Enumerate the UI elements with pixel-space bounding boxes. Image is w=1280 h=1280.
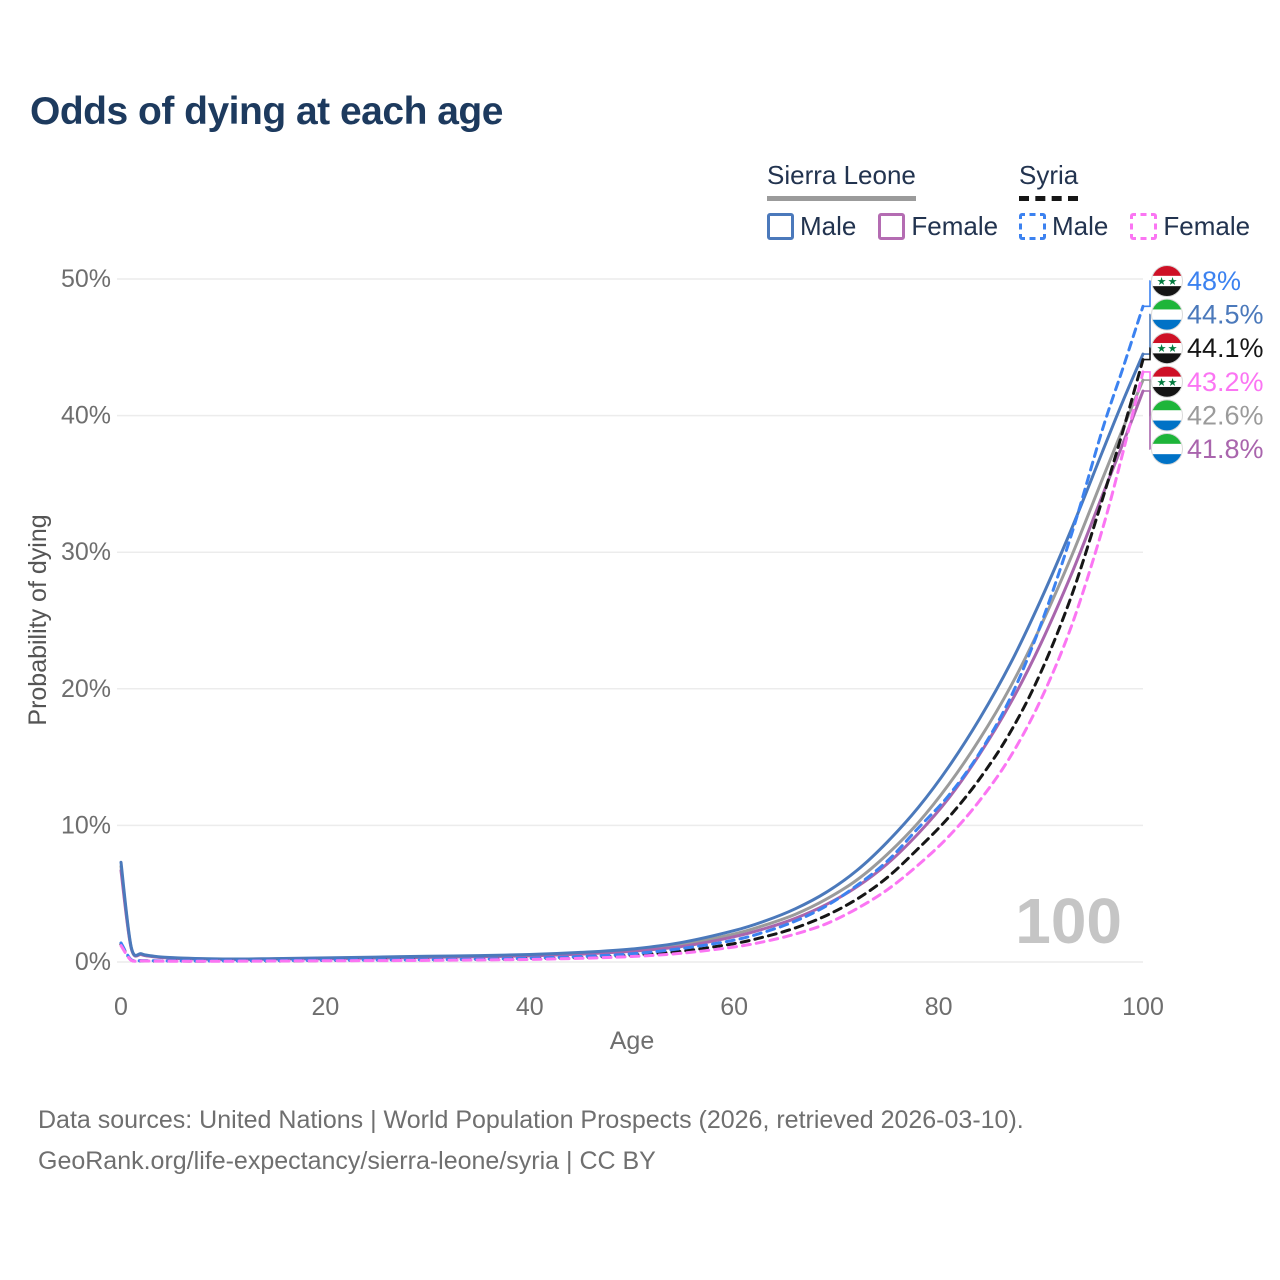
- series-line-sierra-leone-male: [119, 352, 1145, 961]
- legend-group-sierra-leone: Sierra Leone Male Female: [767, 160, 1020, 242]
- legend-swatch-icon: [1019, 213, 1046, 240]
- legend-item-syria-male[interactable]: Male: [1019, 211, 1108, 242]
- flag-syria-icon: ★ ★: [1151, 332, 1183, 364]
- chart-legend: Sierra Leone Male Female Syria Male Female: [0, 160, 1280, 250]
- y-tick-label: 10%: [61, 811, 111, 839]
- x-tick-label: 80: [925, 993, 953, 1021]
- legend-item-label: Male: [1052, 211, 1109, 241]
- legend-item-label: Female: [1163, 211, 1251, 241]
- series-line-syria-male: [119, 304, 1145, 963]
- attribution-link: GeoRank.org/life-expectancy/sierra-leone…: [38, 1147, 656, 1175]
- end-value-label-syria-male: 48%: [1187, 266, 1241, 296]
- end-value-label-sierra-leone-male: 44.5%: [1187, 300, 1264, 330]
- svg-text:★: ★: [1168, 377, 1178, 389]
- legend-item-label: Male: [800, 211, 857, 241]
- y-tick-label: 20%: [61, 675, 111, 703]
- legend-swatch-icon: [878, 213, 906, 240]
- y-tick-label: 0%: [75, 948, 111, 976]
- y-tick-label: 50%: [61, 265, 111, 293]
- page-title: Odds of dying at each age: [30, 90, 503, 133]
- legend-country-sierra-leone[interactable]: Sierra Leone: [767, 160, 916, 201]
- y-tick-label: 40%: [61, 402, 111, 430]
- flag-sierra-leone-icon: [1151, 399, 1183, 431]
- flag-syria-icon: ★ ★: [1151, 366, 1183, 398]
- x-tick-label: 40: [516, 993, 544, 1021]
- series-line-syria-female: [119, 370, 1145, 963]
- end-label-connector: [1144, 390, 1151, 450]
- series-line-syria-total: [119, 358, 1145, 963]
- end-label-connector: [1144, 313, 1151, 355]
- svg-text:★: ★: [1157, 377, 1167, 389]
- end-value-label-sierra-leone-total: 42.6%: [1187, 400, 1264, 430]
- x-tick-label: 60: [720, 993, 748, 1021]
- legend-item-sierra-leone-female[interactable]: Female: [878, 211, 998, 242]
- svg-text:★: ★: [1168, 276, 1178, 288]
- y-axis-title: Probability of dying: [24, 514, 52, 725]
- end-value-label-sierra-leone-female: 41.8%: [1187, 434, 1264, 464]
- legend-group-syria: Syria Male Female: [1019, 160, 1272, 242]
- legend-country-syria[interactable]: Syria: [1019, 160, 1079, 201]
- data-sources-note: Data sources: United Nations | World Pop…: [38, 1106, 1024, 1134]
- legend-swatch-icon: [767, 213, 794, 240]
- x-tick-label: 20: [311, 993, 339, 1021]
- end-value-label-syria-total: 44.1%: [1187, 333, 1264, 363]
- x-axis-title: Age: [610, 1027, 654, 1055]
- age-watermark: 100: [1015, 885, 1122, 957]
- end-value-label-syria-female: 43.2%: [1187, 367, 1264, 397]
- flag-sierra-leone-icon: [1151, 299, 1183, 331]
- legend-item-sierra-leone-male[interactable]: Male: [767, 211, 856, 242]
- end-label-connector: [1144, 347, 1151, 361]
- end-label-connector: [1144, 280, 1151, 308]
- y-tick-label: 30%: [61, 538, 111, 566]
- svg-text:★: ★: [1157, 343, 1167, 355]
- legend-item-syria-female[interactable]: Female: [1130, 211, 1250, 242]
- flag-syria-icon: ★ ★: [1151, 265, 1183, 297]
- legend-item-label: Female: [911, 211, 999, 241]
- series-line-sierra-leone-total: [119, 378, 1145, 961]
- series-line-sierra-leone-female: [119, 389, 1145, 961]
- legend-swatch-icon: [1130, 213, 1158, 240]
- x-tick-label: 0: [114, 993, 128, 1021]
- x-tick-label: 100: [1122, 993, 1164, 1021]
- svg-text:★: ★: [1157, 276, 1167, 288]
- svg-text:★: ★: [1168, 343, 1178, 355]
- flag-sierra-leone-icon: [1151, 433, 1183, 465]
